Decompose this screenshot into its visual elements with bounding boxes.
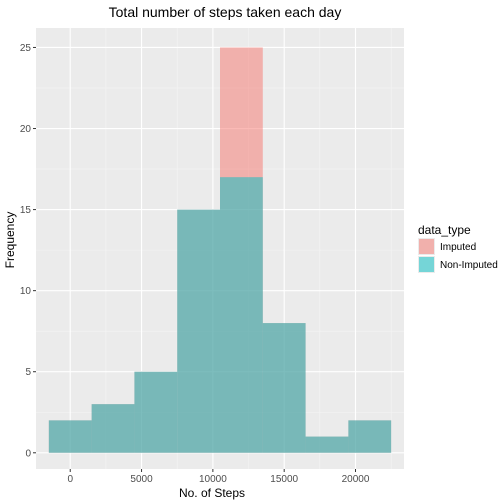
y-tick-label: 0 [25,448,31,459]
legend: data_type Imputed Non-Imputed [418,223,498,273]
bar-non-imputed [134,372,177,453]
x-tick-label: 15000 [270,474,298,485]
bar-non-imputed [92,404,135,453]
legend-swatch-imputed [419,239,434,254]
legend-swatch-non-imputed [419,257,434,272]
chart-title: Total number of steps taken each day [109,4,342,20]
x-tick-label: 5000 [130,474,153,485]
y-tick-label: 15 [20,205,32,216]
legend-label-non-imputed: Non-Imputed [440,260,498,271]
x-tick-label: 0 [67,474,73,485]
bar-non-imputed [348,420,391,452]
bar-non-imputed [306,437,349,453]
y-tick-label: 20 [20,124,32,135]
y-tick-labels: 0 5 10 15 20 25 [20,43,32,459]
y-tick-label: 5 [25,367,31,378]
legend-title: data_type [418,223,471,237]
bar-non-imputed [177,210,220,453]
y-axis-title: Frequency [3,212,17,269]
x-axis-title: No. of Steps [179,486,245,500]
bar-non-imputed [49,420,92,452]
y-tick-label: 25 [20,43,32,54]
legend-label-imputed: Imputed [440,242,476,253]
bar-non-imputed [220,177,263,453]
x-tick-label: 10000 [199,474,227,485]
y-tick-label: 10 [20,286,32,297]
x-tick-label: 20000 [342,474,370,485]
bar-non-imputed [263,323,306,453]
x-tick-labels: 0 5000 10000 15000 20000 [67,474,369,485]
